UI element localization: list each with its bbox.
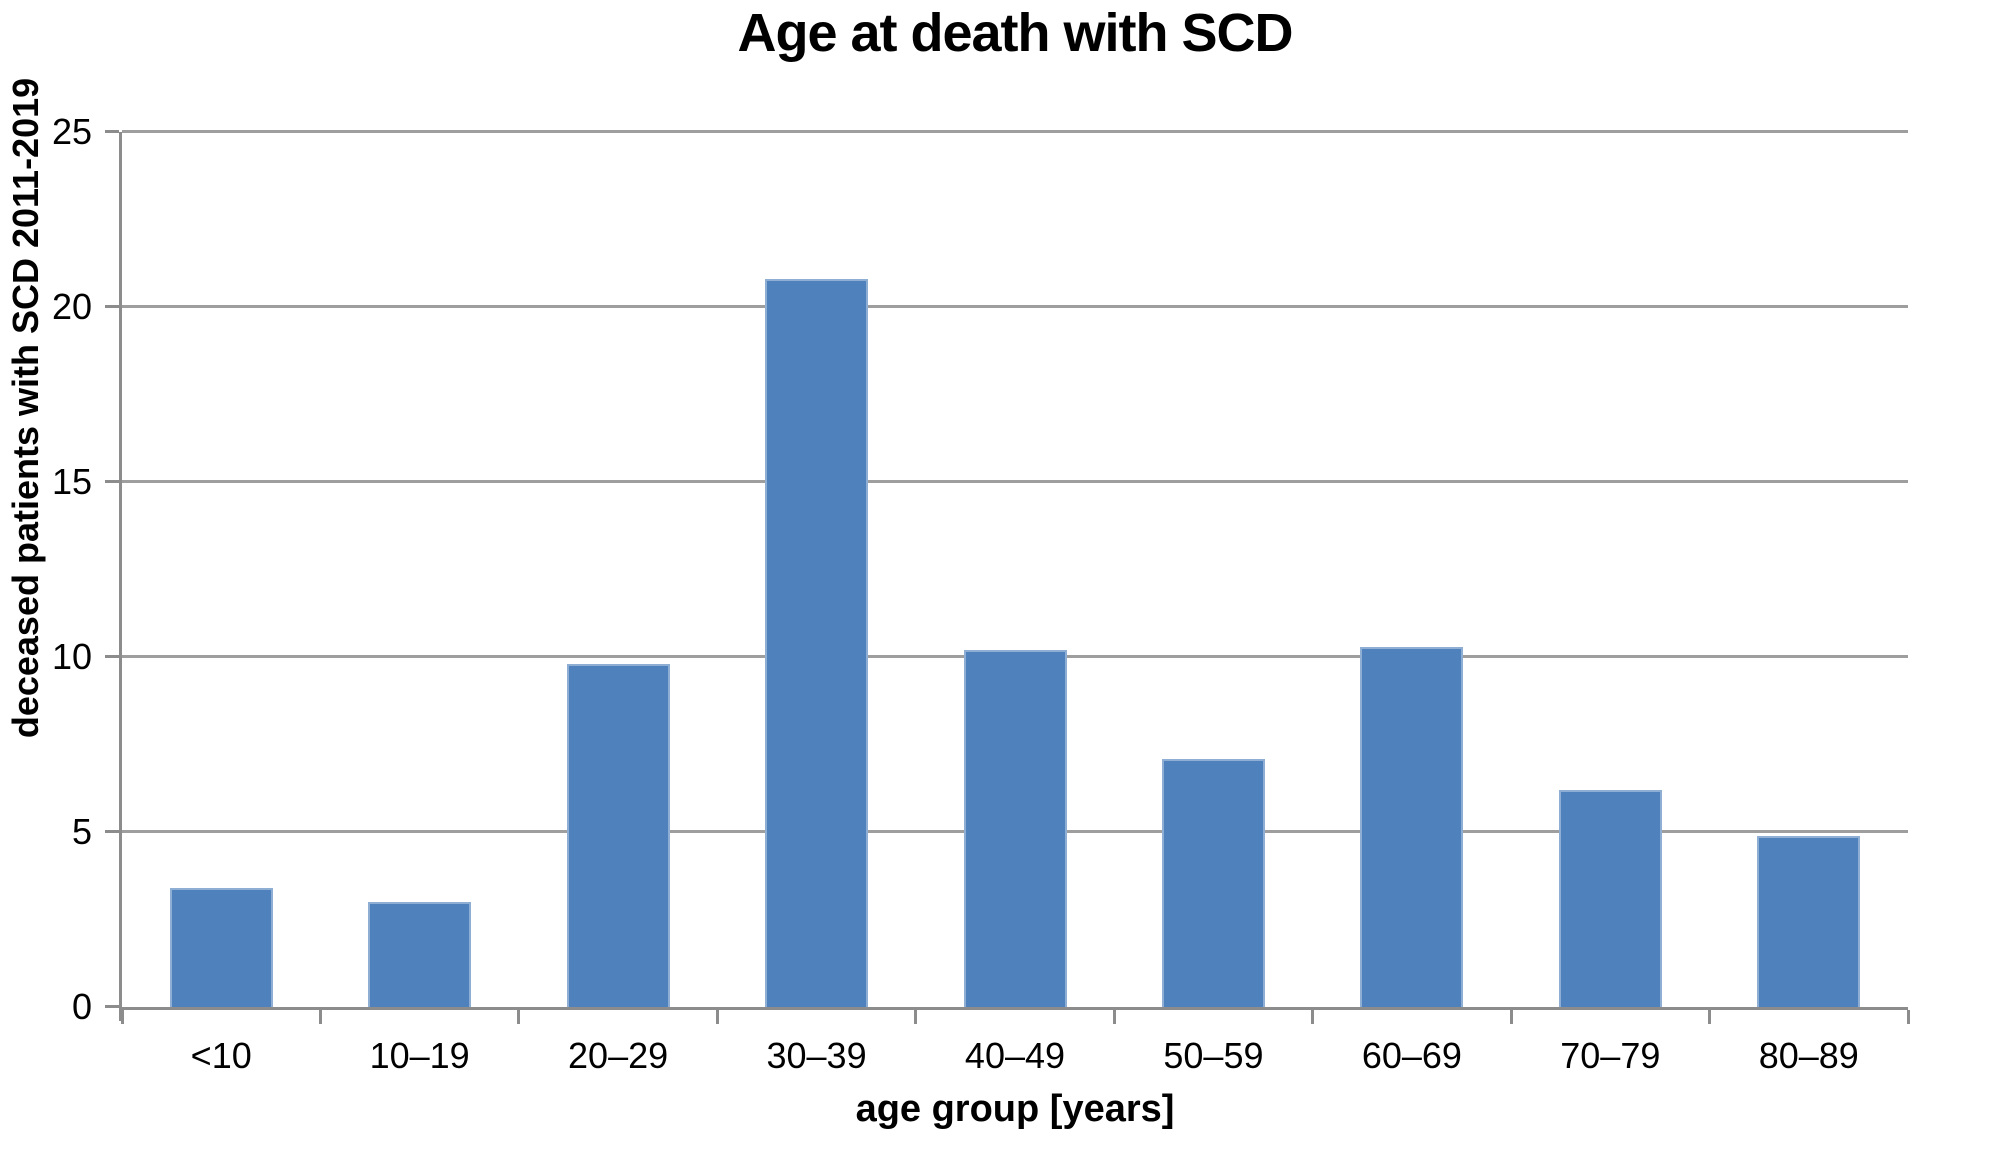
- y-tick-10: [105, 655, 119, 658]
- y-tick-label-15: 15: [51, 461, 92, 502]
- gridline-y-25: [122, 130, 1908, 133]
- y-tick-5: [105, 830, 119, 833]
- x-tick-9: [1906, 1010, 1910, 1024]
- bar-40–49: [963, 650, 1067, 1007]
- x-category-label-50–59: 50–59: [1163, 1035, 1264, 1076]
- y-tick-label-5: 5: [71, 811, 92, 852]
- chart-title: Age at death with SCD: [737, 3, 1293, 63]
- x-tick-8: [1708, 1010, 1712, 1024]
- x-category-label-80–89: 80–89: [1758, 1035, 1859, 1076]
- y-tick-0: [105, 1005, 119, 1008]
- x-category-label-20–29: 20–29: [568, 1035, 669, 1076]
- x-tick-1: [318, 1010, 322, 1024]
- bar-50–59: [1161, 758, 1265, 1007]
- x-category-label-60–69: 60–69: [1361, 1035, 1462, 1076]
- x-tick-2: [517, 1010, 521, 1024]
- bar-20–29: [566, 664, 670, 1007]
- x-category-label-30–39: 30–39: [766, 1035, 867, 1076]
- x-category-label-<10: <10: [190, 1035, 252, 1076]
- x-category-label-70–79: 70–79: [1560, 1035, 1661, 1076]
- x-tick-5: [1112, 1010, 1116, 1024]
- y-tick-15: [105, 480, 119, 483]
- bar-<10: [169, 888, 273, 1007]
- bar-60–69: [1360, 646, 1464, 1007]
- plot-area: [105, 130, 1910, 1024]
- bar-30–39: [765, 279, 869, 1007]
- y-tick-label-0: 0: [71, 986, 92, 1027]
- x-tick-0: [120, 1010, 124, 1024]
- x-category-label-10–19: 10–19: [369, 1035, 470, 1076]
- gridline-y-15: [122, 480, 1908, 483]
- y-tick-label-20: 20: [51, 286, 92, 327]
- bar-80–89: [1757, 835, 1861, 1007]
- bar-70–79: [1558, 790, 1662, 1007]
- x-tick-6: [1311, 1010, 1315, 1024]
- x-category-label-40–49: 40–49: [964, 1035, 1066, 1076]
- bar-10–19: [368, 902, 472, 1007]
- x-axis-title: age group [years]: [855, 1088, 1175, 1130]
- y-axis-line: [119, 132, 122, 1021]
- y-tick-25: [105, 130, 119, 133]
- x-axis-line: [119, 1007, 1908, 1010]
- gridline-y-20: [122, 305, 1908, 308]
- y-tick-label-25: 25: [51, 111, 92, 152]
- x-tick-4: [914, 1010, 918, 1024]
- x-tick-7: [1509, 1010, 1513, 1024]
- y-tick-label-10: 10: [51, 636, 92, 677]
- y-tick-20: [105, 305, 119, 308]
- x-tick-3: [715, 1010, 719, 1024]
